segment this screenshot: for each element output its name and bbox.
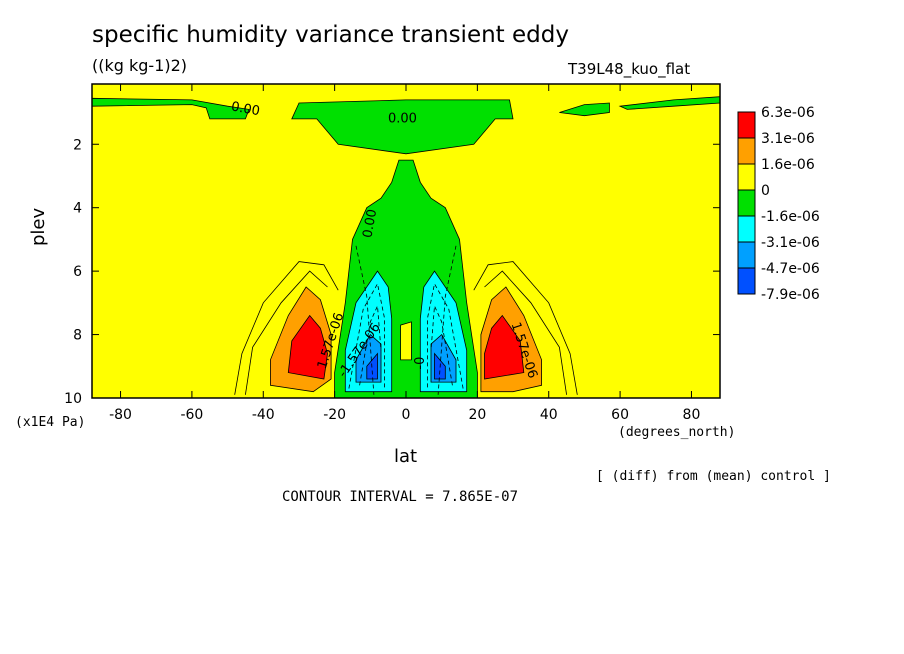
x-tick-label: 60 bbox=[611, 407, 629, 423]
legend-label: 1.6e-06 bbox=[761, 157, 815, 173]
legend-label: -1.6e-06 bbox=[761, 209, 820, 225]
y-axis-label: plev bbox=[28, 207, 49, 246]
region-green-top-left bbox=[91, 97, 250, 120]
x-tick-label: -40 bbox=[252, 407, 275, 423]
legend-label: 0 bbox=[761, 183, 770, 199]
chart-units: ((kg kg-1)2) bbox=[92, 56, 188, 75]
y-tick-label: 6 bbox=[73, 264, 82, 280]
y-tick-label: 10 bbox=[64, 391, 82, 407]
x-tick-label: -60 bbox=[180, 407, 203, 423]
region-red-right bbox=[484, 314, 525, 380]
legend-swatch bbox=[737, 241, 756, 269]
region-red-left bbox=[287, 314, 328, 380]
x-tick-label: -80 bbox=[109, 407, 132, 423]
contour-line bbox=[426, 282, 464, 389]
x-tick-label: 80 bbox=[683, 407, 701, 423]
y-axis: 2 4 6 8 10 bbox=[64, 137, 720, 407]
x-axis: -80 -60 -40 -20 0 20 40 60 80 bbox=[109, 84, 700, 423]
legend-label: 6.3e-06 bbox=[761, 105, 815, 121]
contour-line bbox=[473, 261, 578, 395]
contour-label: -0 bbox=[413, 357, 428, 370]
contour-line bbox=[359, 305, 382, 386]
contour-line bbox=[437, 245, 457, 395]
contour-label: 0.00 bbox=[230, 99, 261, 119]
legend-label: -7.9e-06 bbox=[761, 287, 820, 303]
diff-note: [ (diff) from (mean) control ] bbox=[596, 469, 831, 484]
legend-label: -3.1e-06 bbox=[761, 235, 820, 251]
legend-swatch bbox=[737, 137, 756, 165]
y-tick-label: 2 bbox=[73, 137, 82, 153]
y-tick-label: 4 bbox=[73, 201, 82, 217]
region-green-top-right bbox=[559, 102, 610, 117]
contour-label: 0.00 bbox=[388, 111, 417, 126]
contour-line bbox=[484, 270, 567, 395]
contour-line bbox=[234, 261, 339, 395]
x-axis-label: lat bbox=[394, 446, 418, 467]
contour-line bbox=[355, 245, 375, 395]
x-tick-label: -20 bbox=[323, 407, 346, 423]
contour-lines bbox=[234, 245, 578, 395]
legend-label: 3.1e-06 bbox=[761, 131, 815, 147]
legend-swatch bbox=[737, 215, 756, 243]
legend-swatch bbox=[737, 189, 756, 217]
y-tick-label: 8 bbox=[73, 328, 82, 344]
contour-line bbox=[245, 270, 328, 395]
chart-title: specific humidity variance transient edd… bbox=[92, 22, 569, 48]
region-yellow-center bbox=[400, 321, 412, 361]
experiment-label: T39L48_kuo_flat bbox=[568, 60, 691, 78]
contour-label: 0.00 bbox=[360, 208, 380, 239]
contour-regions bbox=[91, 84, 721, 399]
legend-swatch bbox=[737, 163, 756, 191]
x-tick-label: 20 bbox=[468, 407, 486, 423]
contour-line bbox=[430, 305, 453, 386]
contour-line bbox=[348, 282, 386, 389]
legend: 6.3e-06 3.1e-06 1.6e-06 0 -1.6e-06 -3.1e-06 -4… bbox=[737, 105, 820, 303]
legend-swatch bbox=[737, 111, 756, 139]
x-tick-label: 0 bbox=[402, 407, 411, 423]
x-axis-unit: (degrees_north) bbox=[618, 425, 736, 440]
contour-interval: CONTOUR INTERVAL = 7.865E-07 bbox=[282, 489, 519, 505]
region-green-top-mid bbox=[291, 99, 514, 155]
legend-label: -4.7e-06 bbox=[761, 261, 820, 277]
y-axis-unit: (x1E4 Pa) bbox=[15, 415, 86, 430]
legend-swatch bbox=[737, 267, 756, 295]
x-tick-label: 40 bbox=[540, 407, 558, 423]
